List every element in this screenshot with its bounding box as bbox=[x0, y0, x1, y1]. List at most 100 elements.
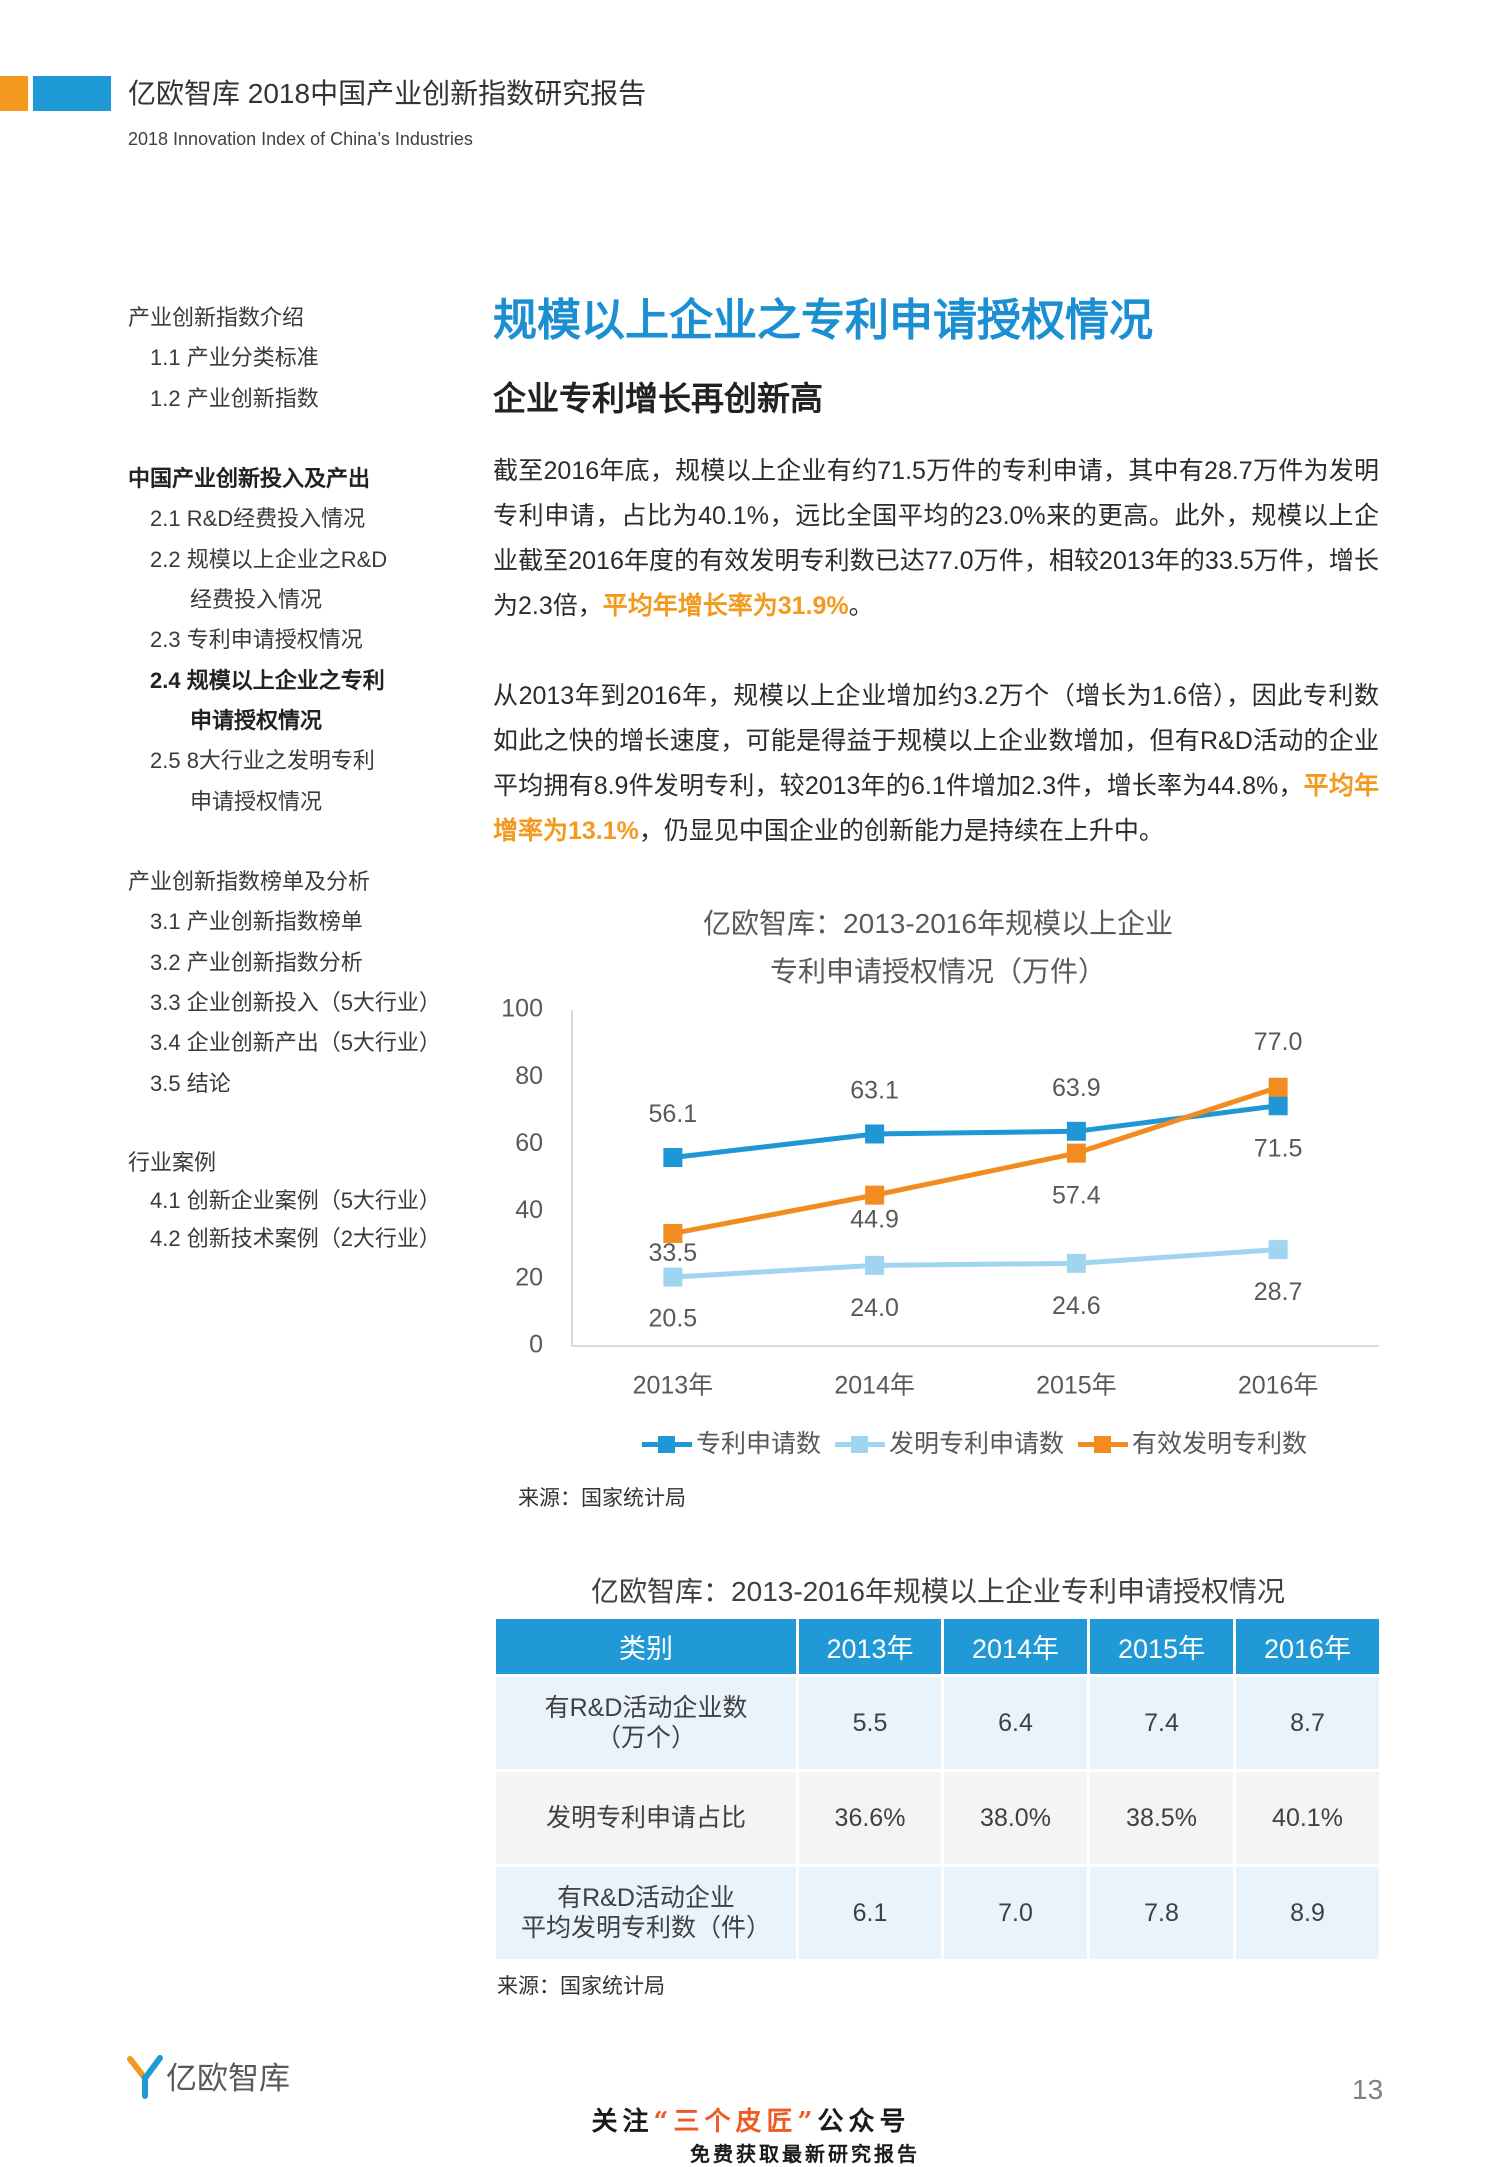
toc-section-2: 中国产业创新投入及产出 2.1 R&D经费投入情况 2.2 规模以上企业之R&D… bbox=[128, 459, 458, 822]
legend-line-marker-icon bbox=[1078, 1435, 1129, 1453]
chart-legend: 专利申请数 发明专利申请数 有效发明专利数 bbox=[642, 1428, 1307, 1460]
paragraph-2: 从2013年到2016年，规模以上企业增加约3.2万个（增长为1.6倍），因此专… bbox=[493, 674, 1379, 854]
table-header-cell: 2013年 bbox=[799, 1619, 944, 1677]
table-cell: 7.0 bbox=[944, 1867, 1090, 1962]
table-cell: 7.8 bbox=[1090, 1867, 1236, 1962]
data-point-marker bbox=[1268, 1077, 1288, 1097]
promo-suffix: 公众号 bbox=[817, 2107, 911, 2137]
toc-item[interactable]: 2.1 R&D经费投入情况 bbox=[150, 506, 366, 532]
data-label: 20.5 bbox=[649, 1305, 698, 1333]
data-label: 24.6 bbox=[1052, 1292, 1101, 1320]
paragraph-text-end: ，仍显见中国企业的创新能力是持续在上升中。 bbox=[638, 817, 1164, 845]
data-label: 57.4 bbox=[1052, 1182, 1101, 1210]
y-tick-label: 100 bbox=[501, 995, 543, 1023]
x-tick-label: 2016年 bbox=[1238, 1372, 1319, 1400]
toc-section-1: 产业创新指数介绍 1.1 产业分类标准 1.2 产业创新指数 bbox=[128, 298, 458, 419]
x-tick-label: 2013年 bbox=[633, 1372, 714, 1400]
table-cell: 38.0% bbox=[944, 1772, 1090, 1867]
toc-item[interactable]: 4.1 创新企业案例（5大行业） bbox=[150, 1188, 441, 1214]
patent-summary-table: 类别 2013年 2014年 2015年 2016年 有R&D活动企业数 （万个… bbox=[496, 1619, 1379, 1962]
series-line bbox=[672, 1103, 1279, 1160]
data-point-marker bbox=[865, 1255, 885, 1275]
table-of-contents: 产业创新指数介绍 1.1 产业分类标准 1.2 产业创新指数 中国产业创新投入及… bbox=[128, 298, 458, 1299]
y-tick-label: 0 bbox=[529, 1331, 543, 1359]
legend-item-valid-inventions: 有效发明专利数 bbox=[1078, 1428, 1307, 1460]
toc-item[interactable]: 2.5 8大行业之发明专利 bbox=[150, 748, 375, 774]
paragraph-highlight: 平均年增率为13.1% bbox=[493, 772, 1379, 845]
table-header-row: 类别 2013年 2014年 2015年 2016年 bbox=[496, 1619, 1379, 1677]
data-point-marker bbox=[663, 1223, 683, 1243]
table-cell: 36.6% bbox=[799, 1772, 944, 1867]
series-line bbox=[672, 1084, 1279, 1236]
legend-label: 有效发明专利数 bbox=[1132, 1430, 1308, 1458]
legend-label: 专利申请数 bbox=[696, 1430, 822, 1458]
toc-item[interactable]: 3.4 企业创新产出（5大行业） bbox=[150, 1030, 441, 1056]
y-tick-label: 60 bbox=[515, 1129, 543, 1157]
header-orange-bar bbox=[0, 76, 28, 111]
table-header-cell: 2014年 bbox=[944, 1619, 1090, 1677]
data-label: 63.1 bbox=[850, 1077, 899, 1105]
toc-item[interactable]: 3.5 结论 bbox=[150, 1070, 231, 1096]
toc-item-current-continuation[interactable]: 申请授权情况 bbox=[190, 707, 323, 733]
table-header-cell: 2015年 bbox=[1090, 1619, 1236, 1677]
toc-item-continuation[interactable]: 申请授权情况 bbox=[190, 788, 323, 814]
table-cell: 5.5 bbox=[799, 1677, 944, 1772]
table-header-cell: 类别 bbox=[496, 1619, 799, 1677]
table-cell: 6.4 bbox=[944, 1677, 1090, 1772]
toc-item-continuation[interactable]: 经费投入情况 bbox=[190, 587, 323, 613]
toc-item[interactable]: 3.1 产业创新指数榜单 bbox=[150, 909, 363, 935]
data-point-marker bbox=[865, 1185, 885, 1205]
y-tick-label: 80 bbox=[515, 1062, 543, 1090]
promo-line-2: 免费获取最新研究报告 bbox=[690, 2142, 920, 2166]
toc-section-4: 行业案例 4.1 创新企业案例（5大行业） 4.2 创新技术案例（2大行业） bbox=[128, 1144, 458, 1258]
table-cell: 40.1% bbox=[1236, 1772, 1379, 1867]
data-point-marker bbox=[1066, 1253, 1086, 1273]
table-source-note: 来源：国家统计局 bbox=[497, 1975, 665, 1998]
toc-item-current[interactable]: 2.4 规模以上企业之专利 bbox=[150, 667, 385, 693]
section-subtitle: 企业专利增长再创新高 bbox=[493, 380, 823, 417]
table-row-label: 发明专利申请占比 bbox=[496, 1772, 799, 1867]
chart-title-line-1: 亿欧智库：2013-2016年规模以上企业 bbox=[703, 908, 1173, 939]
toc-item[interactable]: 3.2 产业创新指数分析 bbox=[150, 949, 363, 975]
table-row: 发明专利申请占比 36.6% 38.0% 38.5% 40.1% bbox=[496, 1772, 1379, 1867]
table-cell: 8.9 bbox=[1236, 1867, 1379, 1962]
toc-section-title[interactable]: 产业创新指数介绍 bbox=[128, 305, 305, 330]
x-tick-label: 2014年 bbox=[834, 1372, 915, 1400]
report-subtitle: 2018 Innovation Index of China’s Industr… bbox=[128, 129, 473, 149]
toc-section-3: 产业创新指数榜单及分析 3.1 产业创新指数榜单 3.2 产业创新指数分析 3.… bbox=[128, 862, 458, 1104]
data-point-marker bbox=[1268, 1096, 1288, 1116]
patent-line-chart: 0 20 40 60 80 100 2013年 2014年 2015年 2016年 56.1 63.1… bbox=[501, 995, 1379, 1400]
toc-item[interactable]: 2.3 专利申请授权情况 bbox=[150, 627, 363, 653]
page-number: 13 bbox=[1352, 2074, 1384, 2105]
footer-logo-text: 亿欧智库 bbox=[166, 2061, 290, 2096]
toc-section-title[interactable]: 产业创新指数榜单及分析 bbox=[128, 869, 371, 895]
data-label: 63.9 bbox=[1052, 1074, 1101, 1102]
data-point-marker bbox=[663, 1267, 683, 1287]
legend-line-marker-icon bbox=[835, 1435, 886, 1453]
toc-item[interactable]: 1.1 产业分类标准 bbox=[150, 345, 319, 371]
toc-section-title[interactable]: 行业案例 bbox=[128, 1150, 217, 1176]
paragraph-1: 截至2016年底，规模以上企业有约71.5万件的专利申请，其中有28.7万件为发… bbox=[493, 449, 1379, 629]
paragraph-highlight: 平均年增长率为31.9% bbox=[602, 592, 849, 620]
table-cell: 8.7 bbox=[1236, 1677, 1379, 1772]
toc-item[interactable]: 3.3 企业创新投入（5大行业） bbox=[150, 990, 441, 1016]
toc-section-title-current[interactable]: 中国产业创新投入及产出 bbox=[128, 466, 371, 492]
yiou-logo-icon bbox=[127, 2055, 163, 2099]
table-cell: 6.1 bbox=[799, 1867, 944, 1962]
legend-square-marker bbox=[658, 1435, 675, 1453]
table-title: 亿欧智库：2013-2016年规模以上企业专利申请授权情况 bbox=[591, 1576, 1285, 1607]
series-line bbox=[672, 1247, 1279, 1280]
data-label: 77.0 bbox=[1254, 1028, 1303, 1056]
y-tick-label: 20 bbox=[515, 1263, 543, 1291]
legend-item-invention-applications: 发明专利申请数 bbox=[835, 1428, 1064, 1460]
legend-label: 发明专利申请数 bbox=[889, 1430, 1065, 1458]
data-point-marker bbox=[1066, 1121, 1086, 1141]
toc-item[interactable]: 1.2 产业创新指数 bbox=[150, 385, 319, 411]
table-row-label: 有R&D活动企业 平均发明专利数（件） bbox=[496, 1867, 799, 1962]
table-cell: 38.5% bbox=[1090, 1772, 1236, 1867]
data-label: 71.5 bbox=[1254, 1134, 1303, 1162]
toc-item[interactable]: 4.2 创新技术案例（2大行业） bbox=[150, 1226, 441, 1252]
data-point-marker bbox=[663, 1148, 683, 1168]
data-label: 33.5 bbox=[649, 1239, 698, 1267]
toc-item[interactable]: 2.2 规模以上企业之R&D bbox=[150, 546, 388, 572]
